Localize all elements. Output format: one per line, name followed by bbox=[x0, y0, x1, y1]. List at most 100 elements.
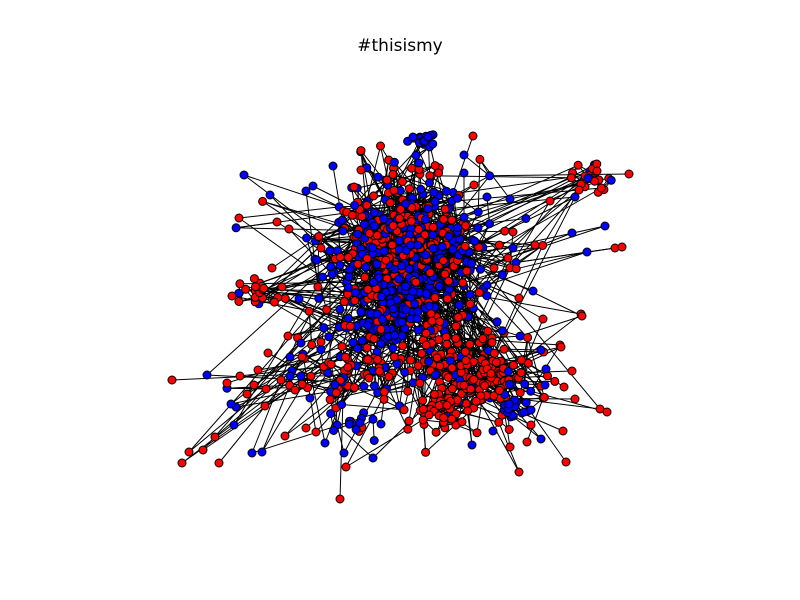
graph-node-red bbox=[489, 348, 499, 358]
graph-edge bbox=[339, 377, 345, 500]
graph-edge bbox=[297, 273, 333, 338]
graph-node-red bbox=[475, 154, 485, 164]
graph-node-red bbox=[280, 294, 290, 303]
graph-node-red bbox=[511, 264, 521, 274]
graph-node-red bbox=[494, 417, 504, 427]
graph-node-red bbox=[403, 386, 413, 396]
graph-node-red bbox=[538, 314, 548, 324]
graph-edge bbox=[380, 196, 576, 216]
graph-node-red bbox=[253, 365, 263, 375]
graph-node-blue bbox=[397, 261, 407, 271]
graph-node-red bbox=[395, 214, 404, 223]
graph-node-blue bbox=[536, 434, 546, 444]
graph-node-red bbox=[325, 395, 335, 404]
graph-node-red bbox=[277, 282, 287, 292]
graph-node-red bbox=[376, 324, 386, 334]
graph-node-red bbox=[457, 417, 467, 427]
graph-node-blue bbox=[448, 245, 458, 254]
graph-node-red bbox=[198, 445, 208, 455]
graph-node-red bbox=[474, 288, 484, 297]
graph-node-red bbox=[411, 277, 421, 287]
graph-node-red bbox=[387, 240, 397, 250]
graph-node-red bbox=[494, 240, 504, 250]
graph-node-blue bbox=[428, 139, 438, 149]
graph-node-blue bbox=[353, 229, 363, 239]
graph-node-red bbox=[439, 214, 449, 224]
graph-edge bbox=[238, 206, 340, 219]
graph-edge bbox=[489, 173, 630, 177]
graph-node-blue bbox=[401, 305, 411, 315]
graph-node-blue bbox=[397, 317, 407, 327]
graph-node-red bbox=[241, 284, 251, 294]
graph-node-red bbox=[405, 184, 414, 194]
graph-node-blue bbox=[505, 379, 514, 389]
graph-node-blue bbox=[410, 299, 420, 309]
graph-node-blue bbox=[370, 221, 379, 231]
graph-node-red bbox=[430, 389, 439, 399]
graph-node-red bbox=[222, 378, 232, 388]
graph-node-blue bbox=[378, 314, 387, 324]
graph-node-red bbox=[365, 228, 374, 238]
graph-node-blue bbox=[421, 250, 431, 260]
graph-node-blue bbox=[467, 259, 477, 268]
graph-node-red bbox=[388, 221, 398, 231]
graph-node-red bbox=[284, 224, 294, 234]
graph-node-red bbox=[388, 169, 398, 179]
graph-node-blue bbox=[326, 409, 336, 419]
graph-node-red bbox=[567, 366, 577, 376]
graph-edge bbox=[425, 407, 474, 453]
graph-node-blue bbox=[296, 338, 306, 348]
graph-node-blue bbox=[372, 259, 382, 269]
graph-node-red bbox=[443, 372, 453, 382]
graph-node-blue bbox=[520, 379, 530, 389]
graph-node-blue bbox=[406, 240, 416, 250]
graph-node-blue bbox=[329, 426, 339, 435]
graph-node-red bbox=[407, 163, 417, 173]
graph-node-blue bbox=[606, 175, 616, 185]
graph-node-red bbox=[326, 359, 336, 369]
graph-node-red bbox=[451, 333, 461, 343]
graph-node-blue bbox=[389, 157, 399, 167]
graph-edge bbox=[520, 315, 583, 337]
graph-node-red bbox=[313, 282, 323, 292]
graph-node-blue bbox=[536, 345, 546, 355]
graph-node-red bbox=[434, 401, 444, 410]
graph-edge bbox=[302, 354, 317, 433]
graph-node-blue bbox=[379, 246, 389, 256]
graph-edge bbox=[239, 365, 325, 377]
graph-node-blue bbox=[401, 281, 410, 291]
graph-node-red bbox=[347, 210, 357, 220]
graph-edge bbox=[486, 251, 588, 286]
graph-node-blue bbox=[408, 132, 418, 142]
graph-node-blue bbox=[428, 244, 438, 253]
graph-node-red bbox=[483, 326, 493, 336]
graph-node-red bbox=[439, 413, 449, 423]
graph-edge bbox=[284, 338, 372, 437]
graph-node-blue bbox=[359, 219, 369, 229]
graph-node-red bbox=[558, 426, 568, 436]
graph-node-red bbox=[624, 169, 634, 179]
graph-node-red bbox=[487, 338, 497, 347]
graph-node-red bbox=[570, 394, 580, 404]
graph-node-blue bbox=[540, 380, 550, 390]
graph-node-red bbox=[434, 168, 444, 178]
graph-edge bbox=[475, 400, 510, 430]
graph-node-red bbox=[363, 355, 373, 364]
graph-node-blue bbox=[314, 293, 324, 303]
graph-edge bbox=[341, 346, 367, 361]
graph-node-red bbox=[516, 368, 526, 378]
graph-node-blue bbox=[369, 436, 379, 445]
graph-node-blue bbox=[541, 364, 551, 374]
graph-node-blue bbox=[473, 207, 483, 217]
graph-node-blue bbox=[526, 405, 536, 415]
graph-node-red bbox=[459, 380, 469, 390]
graph-node-blue bbox=[425, 178, 434, 188]
graph-edge bbox=[448, 267, 511, 289]
graph-edge bbox=[515, 246, 623, 263]
graph-node-blue bbox=[414, 158, 424, 168]
graph-node-red bbox=[404, 416, 414, 426]
graph-node-red bbox=[421, 447, 431, 457]
graph-node-blue bbox=[434, 281, 444, 291]
graph-edge bbox=[519, 363, 529, 393]
graph-node-blue bbox=[239, 170, 249, 180]
